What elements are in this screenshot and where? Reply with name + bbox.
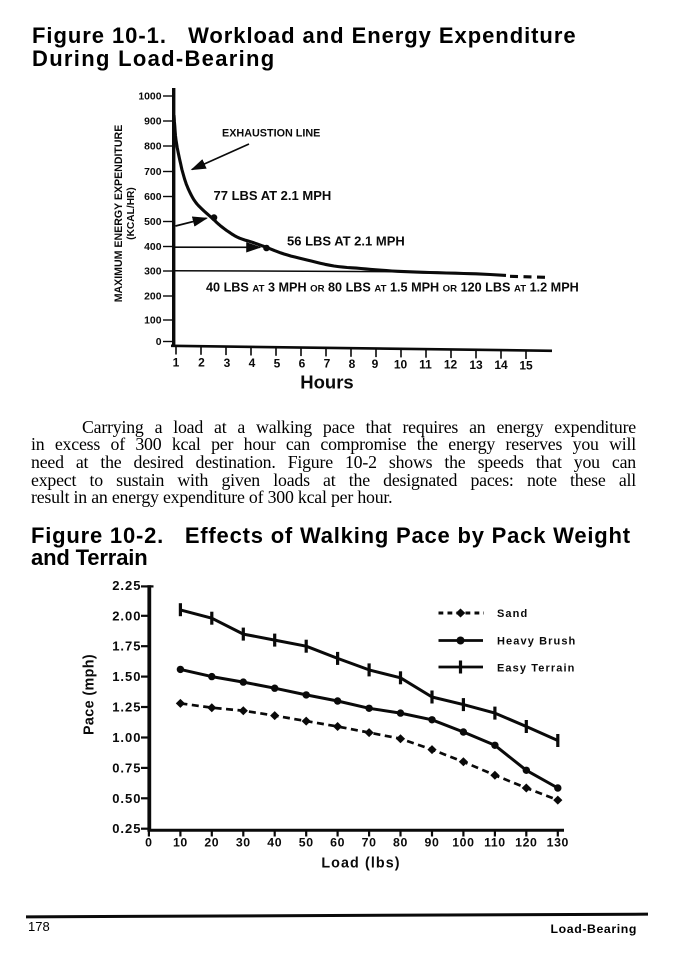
svg-text:15: 15 xyxy=(519,358,533,372)
svg-text:90: 90 xyxy=(425,836,440,850)
svg-text:20: 20 xyxy=(204,836,219,850)
svg-text:Hours: Hours xyxy=(300,372,353,393)
svg-text:60: 60 xyxy=(330,836,345,850)
svg-text:14: 14 xyxy=(494,358,508,372)
svg-text:130: 130 xyxy=(547,836,569,850)
svg-text:Pace (mph): Pace (mph) xyxy=(81,654,97,735)
svg-text:7: 7 xyxy=(324,357,331,371)
svg-text:70: 70 xyxy=(362,836,377,850)
svg-text:(KCAL/HR): (KCAL/HR) xyxy=(126,187,137,240)
svg-text:10: 10 xyxy=(173,836,188,850)
svg-text:120: 120 xyxy=(515,836,537,850)
svg-text:200: 200 xyxy=(144,292,162,303)
svg-text:11: 11 xyxy=(419,358,432,372)
svg-text:110: 110 xyxy=(484,836,506,850)
svg-text:13: 13 xyxy=(469,358,483,372)
svg-text:EXHAUSTION LINE: EXHAUSTION LINE xyxy=(222,127,320,139)
svg-text:500: 500 xyxy=(144,217,162,228)
svg-text:77 LBS AT 2.1 MPH: 77 LBS AT 2.1 MPH xyxy=(214,188,332,203)
svg-text:8: 8 xyxy=(349,357,356,371)
svg-text:5: 5 xyxy=(274,356,281,370)
svg-text:Easy Terrain: Easy Terrain xyxy=(497,662,575,674)
svg-text:1.25: 1.25 xyxy=(112,700,141,715)
svg-text:400: 400 xyxy=(144,242,162,253)
svg-text:30: 30 xyxy=(236,836,251,850)
svg-text:12: 12 xyxy=(444,358,458,372)
svg-text:300: 300 xyxy=(144,267,162,278)
svg-text:40 LBS AT 3 MPH OR 80 LBS AT 1: 40 LBS AT 3 MPH OR 80 LBS AT 1.5 MPH OR … xyxy=(206,280,579,294)
svg-text:0: 0 xyxy=(156,337,162,348)
svg-text:100: 100 xyxy=(144,316,162,327)
svg-text:10: 10 xyxy=(394,357,408,371)
svg-text:0.75: 0.75 xyxy=(112,760,141,775)
svg-text:50: 50 xyxy=(299,836,314,850)
svg-text:1.50: 1.50 xyxy=(112,669,141,684)
svg-text:40: 40 xyxy=(267,836,282,850)
svg-text:6: 6 xyxy=(299,357,306,371)
svg-text:Sand: Sand xyxy=(497,608,528,620)
svg-text:0.25: 0.25 xyxy=(112,821,141,836)
svg-text:2: 2 xyxy=(198,356,205,370)
svg-text:0: 0 xyxy=(145,836,152,850)
svg-text:1000: 1000 xyxy=(138,92,161,103)
svg-text:Heavy Brush: Heavy Brush xyxy=(497,636,576,648)
svg-text:1: 1 xyxy=(173,356,180,370)
svg-text:3: 3 xyxy=(224,356,231,370)
svg-text:0.50: 0.50 xyxy=(112,791,141,806)
svg-text:900: 900 xyxy=(144,117,162,128)
svg-text:56 LBS AT 2.1 MPH: 56 LBS AT 2.1 MPH xyxy=(287,233,405,248)
svg-text:MAXIMUM ENERGY EXPENDITURE: MAXIMUM ENERGY EXPENDITURE xyxy=(113,125,125,303)
svg-text:1.75: 1.75 xyxy=(112,639,141,654)
svg-text:100: 100 xyxy=(452,836,474,850)
svg-text:600: 600 xyxy=(144,192,162,203)
svg-text:800: 800 xyxy=(144,142,162,153)
svg-text:2.00: 2.00 xyxy=(112,608,141,623)
svg-text:80: 80 xyxy=(393,836,408,850)
svg-text:4: 4 xyxy=(249,356,256,370)
svg-text:700: 700 xyxy=(144,167,162,178)
svg-text:1.00: 1.00 xyxy=(112,730,141,745)
svg-text:Load (lbs): Load (lbs) xyxy=(321,856,400,872)
svg-text:9: 9 xyxy=(372,357,379,371)
svg-text:2.25: 2.25 xyxy=(112,578,141,593)
